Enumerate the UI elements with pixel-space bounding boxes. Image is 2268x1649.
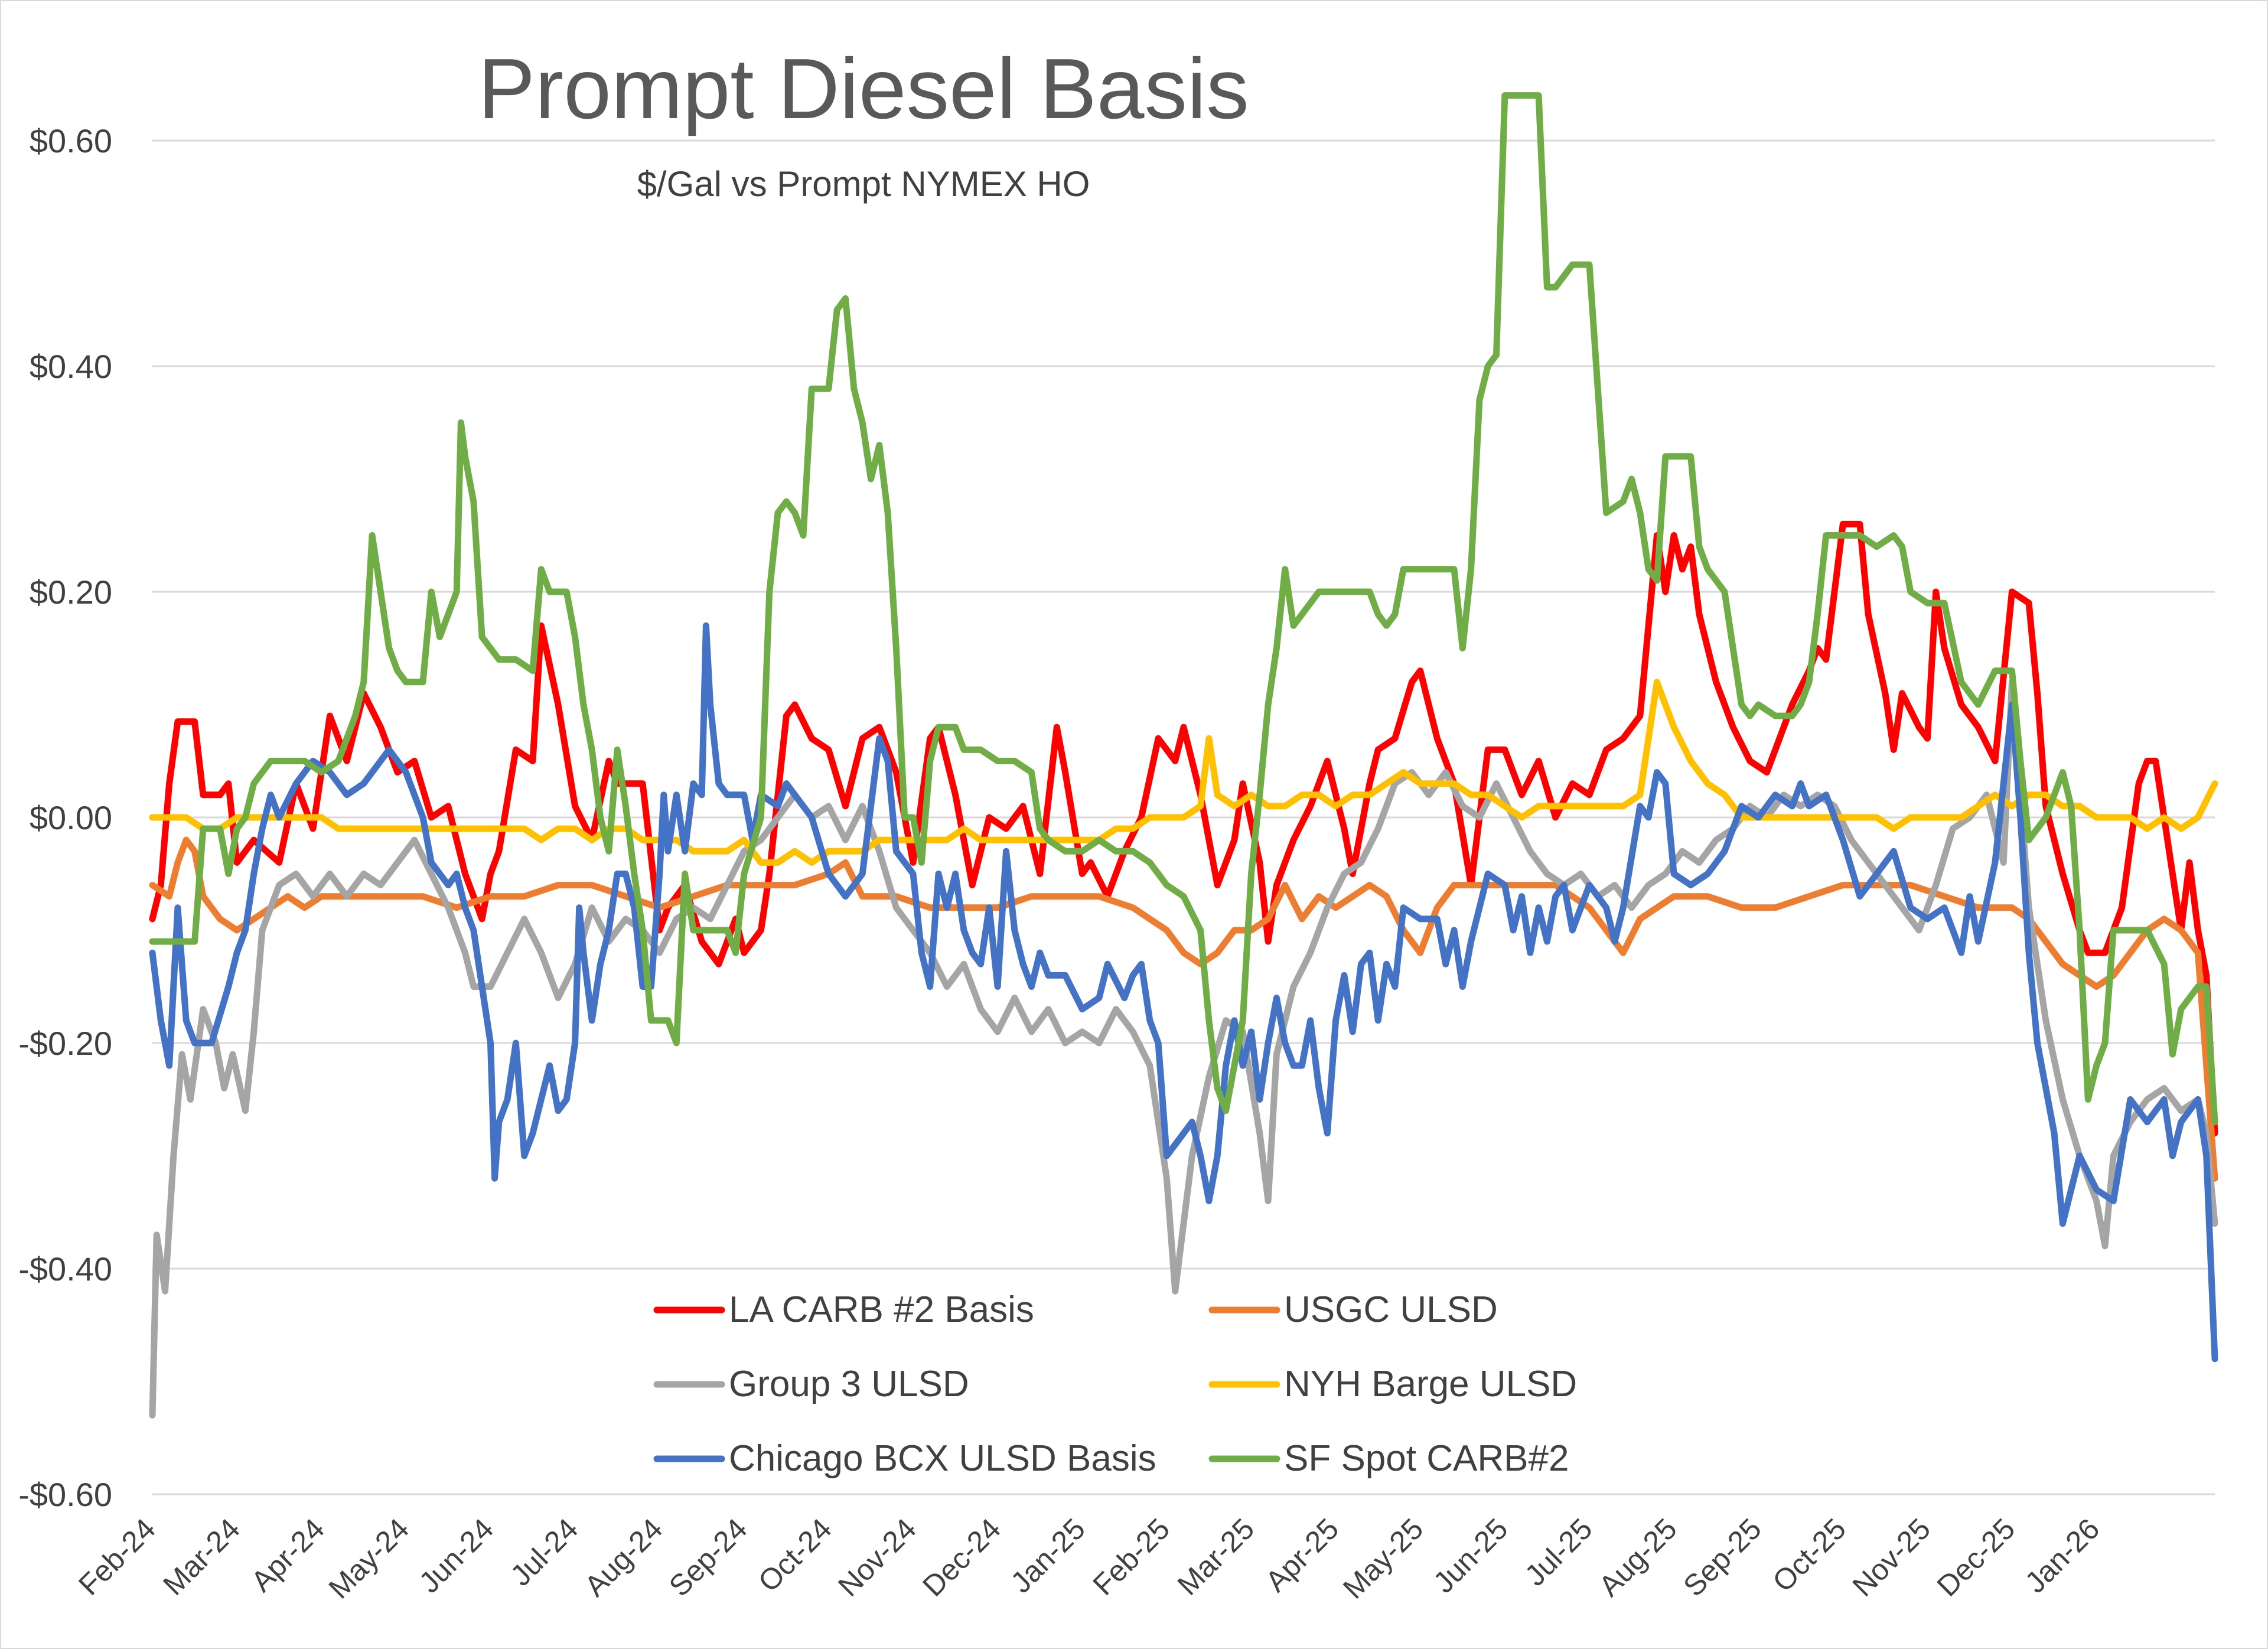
legend-item: NYH Barge ULSD [1208, 1364, 1577, 1404]
x-tick-label: Jul-24 [504, 1512, 584, 1592]
legend: LA CARB #2 Basis USGC ULSD Group 3 ULSD NYH… [653, 1289, 1577, 1479]
x-tick-label: Jan-25 [1004, 1512, 1091, 1599]
x-tick-label: Feb-24 [72, 1512, 162, 1602]
y-tick-label: $0.40 [30, 348, 112, 385]
x-tick-label: Apr-25 [1259, 1512, 1345, 1598]
y-axis-tick-labels: $0.60 $0.40 $0.20 $0.00 -$0.20 -$0.40 -$0.60 [18, 122, 112, 1513]
chart-subtitle: $/Gal vs Prompt NYMEX HO [637, 164, 1090, 204]
legend-label: LA CARB #2 Basis [729, 1289, 1034, 1330]
y-tick-label: -$0.40 [18, 1250, 112, 1288]
series-lines [149, 92, 2218, 1419]
x-tick-label: Dec-24 [916, 1512, 1007, 1603]
x-tick-label: Aug-24 [578, 1512, 669, 1603]
legend-item: USGC ULSD [1208, 1289, 1498, 1330]
series-line-sf-spot-carb-2 [149, 92, 2218, 1126]
x-tick-label: Oct-24 [752, 1512, 838, 1598]
x-tick-label: May-24 [322, 1512, 415, 1605]
x-tick-label: Dec-25 [1931, 1512, 2022, 1603]
x-tick-label: Oct-25 [1766, 1512, 1852, 1598]
y-tick-label: $0.60 [30, 122, 112, 159]
gridlines [152, 139, 2215, 1495]
x-tick-label: Mar-25 [1171, 1512, 1261, 1602]
y-tick-label: $0.20 [30, 573, 112, 611]
legend-item: Group 3 ULSD [653, 1364, 969, 1404]
series-line-nyh-barge-ulsd [149, 679, 2218, 866]
chart-title: Prompt Diesel Basis [478, 41, 1249, 136]
legend-label: USGC ULSD [1284, 1289, 1498, 1330]
x-tick-label: Sep-24 [663, 1512, 754, 1603]
x-tick-label: Nov-24 [832, 1512, 923, 1603]
legend-item: SF Spot CARB#2 [1208, 1438, 1569, 1479]
series-line-chicago-bcx-ulsd-basis [149, 622, 2218, 1363]
legend-label: SF Spot CARB#2 [1284, 1438, 1569, 1479]
x-tick-label: Jun-24 [413, 1512, 500, 1599]
y-tick-label: -$0.60 [18, 1476, 112, 1513]
y-tick-label: $0.00 [30, 799, 112, 836]
x-tick-label: Jun-25 [1427, 1512, 1514, 1599]
x-tick-label: May-25 [1337, 1512, 1429, 1605]
x-tick-label: Jul-25 [1518, 1512, 1599, 1592]
x-tick-label: Sep-25 [1677, 1512, 1768, 1603]
x-tick-label: Mar-24 [157, 1512, 246, 1602]
y-tick-label: -$0.20 [18, 1025, 112, 1062]
legend-item: LA CARB #2 Basis [653, 1289, 1034, 1330]
legend-label: Chicago BCX ULSD Basis [729, 1438, 1156, 1479]
x-tick-label: Apr-24 [245, 1512, 331, 1598]
x-tick-label: Nov-25 [1846, 1512, 1937, 1603]
legend-label: Group 3 ULSD [729, 1364, 969, 1404]
series-line-group-3-ulsd [149, 679, 2218, 1419]
x-tick-label: Feb-25 [1087, 1512, 1177, 1602]
x-tick-label: Aug-25 [1592, 1512, 1683, 1603]
x-tick-label: Jan-26 [2019, 1512, 2106, 1599]
legend-label: NYH Barge ULSD [1284, 1364, 1577, 1404]
series-line-la-carb-2-basis [149, 520, 2218, 1137]
legend-item: Chicago BCX ULSD Basis [653, 1438, 1156, 1479]
